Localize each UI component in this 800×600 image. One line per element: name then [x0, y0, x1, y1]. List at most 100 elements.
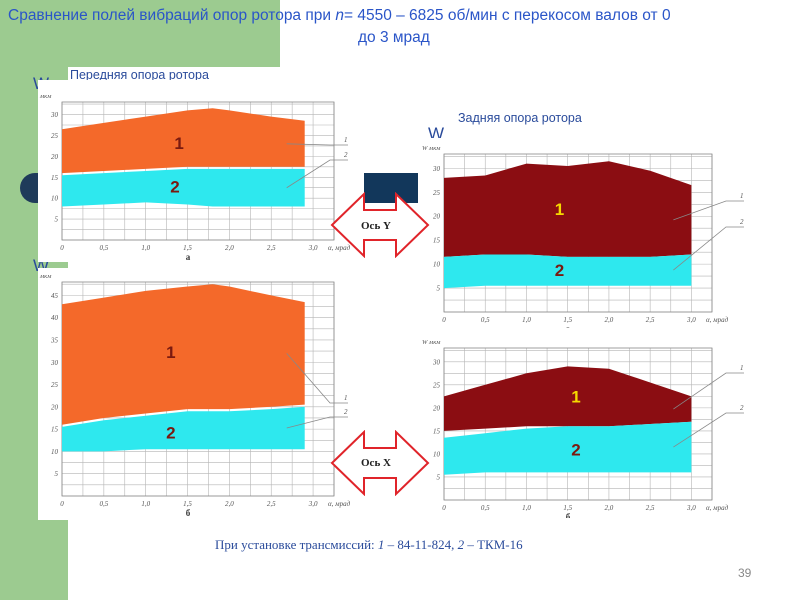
series-band-1 — [444, 161, 692, 257]
legend-mark-2: 2 — [740, 404, 744, 412]
y-tick-label: 10 — [51, 195, 59, 203]
double-arrow-x-icon — [330, 430, 430, 496]
legend-mark-2: 2 — [740, 218, 744, 226]
legend-mark-1: 1 — [740, 192, 744, 200]
series-band-2 — [62, 168, 305, 207]
y-tick-label: 45 — [51, 292, 59, 300]
x-tick-label: 3,0 — [308, 244, 318, 252]
x-tick-label: 1,0 — [141, 500, 150, 508]
x-tick-label: 1,5 — [563, 504, 572, 512]
band-label-1: 1 — [571, 387, 580, 406]
y-tick-label: 30 — [432, 358, 441, 366]
leader-line-2 — [286, 416, 348, 429]
y-tick-label: 20 — [433, 213, 441, 221]
panel-letter: б — [566, 512, 571, 518]
x-tick-label: 2,0 — [225, 244, 234, 252]
x-tick-label: 2,0 — [605, 504, 614, 512]
band-label-2: 2 — [166, 423, 175, 442]
series-band-2 — [444, 421, 692, 475]
y-tick-label: 25 — [51, 132, 59, 140]
x-tick-label: 2,0 — [225, 500, 234, 508]
x-tick-label: 3,0 — [686, 316, 696, 324]
x-tick-label: 0 — [60, 244, 64, 252]
x-tick-label: 0,5 — [481, 504, 490, 512]
y-tick-label: 5 — [437, 473, 441, 481]
band-label-1: 1 — [555, 200, 564, 219]
leader-line-2 — [286, 159, 348, 189]
x-tick-label: 2,5 — [646, 504, 655, 512]
x-tick-label: 2,5 — [646, 316, 655, 324]
band-label-1: 1 — [174, 134, 183, 153]
y-axis-label: W мкм — [422, 145, 440, 152]
y-tick-label: 10 — [51, 448, 59, 456]
y-tick-label: 5 — [55, 216, 59, 224]
y-axis-label: мкм — [39, 273, 51, 280]
leader-line-1 — [673, 372, 744, 410]
series-band-2 — [444, 254, 692, 289]
page-number: 39 — [738, 566, 752, 580]
x-tick-label: 2,5 — [267, 500, 276, 508]
leader-line-1 — [286, 143, 348, 146]
x-tick-label: 3,0 — [308, 500, 318, 508]
y-tick-label: 15 — [51, 174, 59, 182]
slide-title: Сравнение полей вибраций опор ротора при… — [8, 5, 671, 46]
x-tick-label: 3,0 — [686, 504, 696, 512]
rear-support-label: Задняя опора ротора — [458, 111, 582, 125]
band-label-1: 1 — [166, 343, 175, 362]
front-support-label: Передняя опора ротора — [70, 68, 209, 82]
y-tick-label: 35 — [50, 336, 59, 344]
y-axis-label: W мкм — [422, 339, 440, 346]
x-tick-label: 1,5 — [563, 316, 572, 324]
x-tick-label: 1,5 — [183, 244, 192, 252]
band-label-2: 2 — [555, 261, 564, 280]
caption-end: – ТКМ-16 — [464, 537, 523, 552]
legend-mark-2: 2 — [344, 151, 348, 159]
title-part1: Сравнение полей вибраций опор ротора при — [8, 7, 336, 24]
x-tick-label: 0 — [60, 500, 64, 508]
double-arrow-y-icon — [330, 192, 430, 258]
x-tick-label: 2,0 — [605, 316, 614, 324]
x-tick-label: 0 — [442, 316, 446, 324]
y-tick-label: 15 — [433, 237, 441, 245]
leader-line-2 — [673, 412, 744, 448]
band-label-2: 2 — [170, 178, 179, 197]
x-tick-label: 1,5 — [183, 500, 192, 508]
x-tick-label: 0,5 — [481, 316, 490, 324]
caption-mid: – 84-11-824, — [384, 537, 458, 552]
chart-rear-b: 1 2 1 2 5 10 15 20 25 30 W мкм 0 0,5 1,0 1,5 2,0 2,5 3,0 α… — [418, 338, 758, 518]
y-tick-label: 30 — [50, 359, 59, 367]
x-tick-label: 0,5 — [99, 244, 108, 252]
caption-prefix: При установке трансмиссий: — [215, 537, 378, 552]
y-axis-label: мкм — [39, 93, 51, 100]
x-axis-label: α, мрад — [328, 244, 350, 252]
x-tick-label: 1,0 — [522, 316, 531, 324]
caption-1: 1 — [377, 537, 385, 552]
x-tick-label: 1,0 — [141, 244, 150, 252]
band-label-2: 2 — [571, 440, 580, 459]
y-tick-label: 25 — [433, 189, 441, 197]
y-tick-label: 10 — [433, 261, 441, 269]
panel-letter: а — [186, 252, 191, 262]
series-band-1 — [444, 366, 692, 431]
axis-x-label: Ось X — [361, 457, 391, 469]
title-n: n — [335, 7, 344, 24]
leader-line-2 — [673, 226, 744, 271]
caption-2: 2 — [457, 537, 465, 552]
y-tick-label: 5 — [55, 470, 59, 478]
y-tick-label: 20 — [51, 403, 59, 411]
y-tick-label: 25 — [51, 381, 59, 389]
series-band-2 — [62, 406, 305, 452]
legend-mark-1: 1 — [740, 364, 744, 372]
leader-line-1 — [673, 200, 744, 221]
x-tick-label: 1,0 — [522, 504, 531, 512]
legend-mark-1: 1 — [344, 394, 348, 402]
y-tick-label: 25 — [433, 381, 441, 389]
x-axis-label: α, мрад — [706, 504, 729, 512]
y-tick-label: 15 — [433, 427, 441, 435]
series-band-1 — [62, 108, 305, 174]
x-axis-label: α, мрад — [328, 500, 350, 508]
